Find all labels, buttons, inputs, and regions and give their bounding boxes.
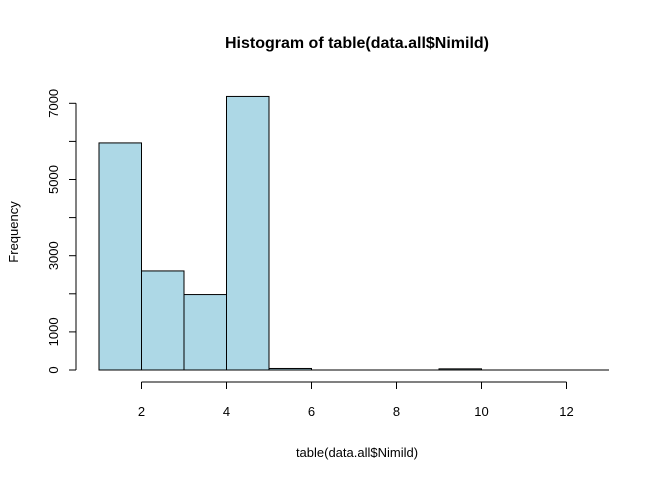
y-tick-label: 3000 bbox=[46, 241, 61, 270]
x-tick-label: 6 bbox=[308, 404, 315, 419]
x-tick-label: 8 bbox=[393, 404, 400, 419]
bars-group bbox=[98, 95, 609, 371]
histogram-bar-2 bbox=[141, 270, 185, 371]
y-tick-label: 7000 bbox=[46, 89, 61, 118]
histogram-bar-1 bbox=[98, 142, 142, 371]
y-axis: 0 1000 3000 5000 7000 bbox=[46, 89, 77, 374]
x-axis: 2 4 6 8 10 12 bbox=[138, 381, 574, 419]
y-axis-label: Frequency bbox=[6, 201, 21, 263]
x-axis-label: table(data.all$Nimild) bbox=[296, 445, 418, 460]
x-tick-label: 12 bbox=[559, 404, 573, 419]
histogram-bar-9 bbox=[438, 368, 482, 371]
x-tick-label: 2 bbox=[138, 404, 145, 419]
y-tick-label: 1000 bbox=[46, 317, 61, 346]
x-tick-label: 4 bbox=[223, 404, 230, 419]
histogram-bar-3 bbox=[183, 294, 227, 371]
histogram-bar-5 bbox=[268, 367, 312, 371]
histogram-bar-4 bbox=[226, 95, 270, 371]
y-tick-label: 5000 bbox=[46, 165, 61, 194]
y-tick-label: 0 bbox=[46, 366, 61, 373]
chart-title: Histogram of table(data.all$Nimild) bbox=[225, 35, 489, 52]
x-tick-label: 10 bbox=[474, 404, 488, 419]
